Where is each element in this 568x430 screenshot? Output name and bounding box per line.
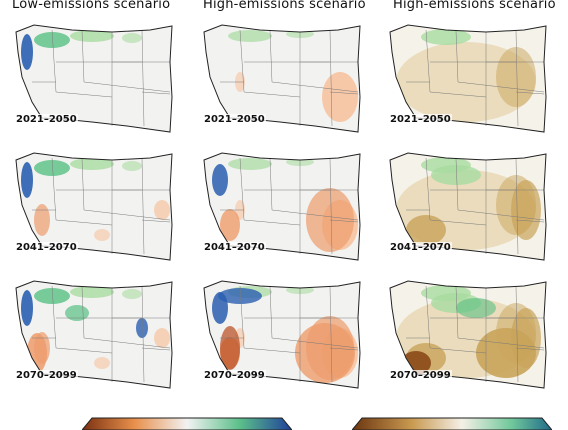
map-panel: 2041–2070 [386, 150, 554, 266]
period-label: 2041–2070 [203, 242, 266, 254]
period-label: 2070–2099 [203, 370, 266, 382]
map-panel: 2070–2099 [386, 278, 554, 394]
period-label: 2021–2050 [203, 114, 266, 126]
map-panel: 2021–2050 [386, 22, 554, 138]
period-label: 2021–2050 [15, 114, 78, 126]
colorbar-right [352, 417, 552, 430]
column-header: Low-emissions scenario [12, 0, 171, 12]
period-label: 2070–2099 [15, 370, 78, 382]
column-header: High-emissions scenario [393, 0, 556, 12]
period-label: 2041–2070 [15, 242, 78, 254]
period-label: 2041–2070 [389, 242, 452, 254]
period-label: 2070–2099 [389, 370, 452, 382]
map-panel: 2041–2070 [200, 150, 368, 266]
map-panel: 2041–2070 [12, 150, 180, 266]
colorbar-left [82, 417, 292, 430]
map-panel: 2021–2050 [200, 22, 368, 138]
map-panel: 2070–2099 [12, 278, 180, 394]
map-panel: 2021–2050 [12, 22, 180, 138]
period-label: 2021–2050 [389, 114, 452, 126]
map-panel: 2070–2099 [200, 278, 368, 394]
column-header: High-emissions scenario [203, 0, 366, 12]
